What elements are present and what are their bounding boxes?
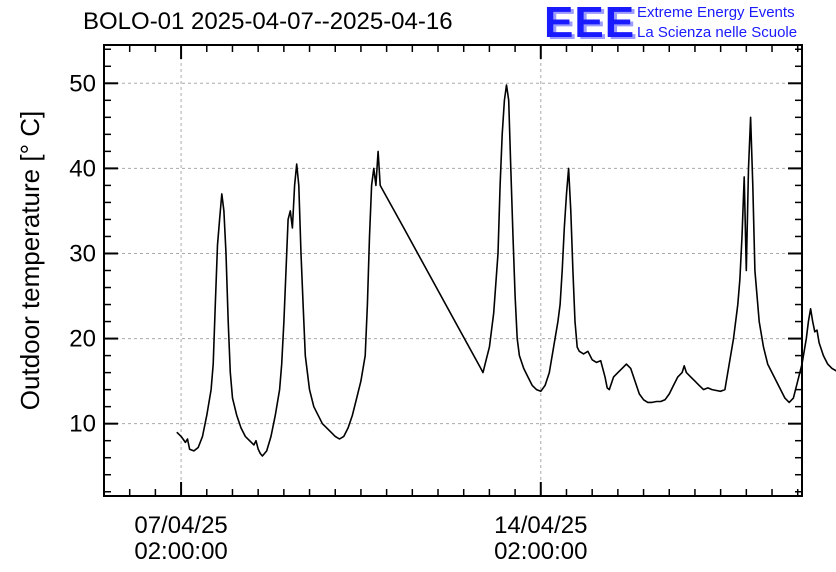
x-tick-label-time: 02:00:00 — [494, 538, 587, 565]
series-line — [176, 84, 836, 457]
y-tick-label: 50 — [69, 70, 96, 97]
y-tick-labels: 10 20 30 40 50 — [69, 70, 96, 437]
x-tick-label-time: 02:00:00 — [134, 538, 227, 565]
logo-line-1: Extreme Energy Events — [637, 4, 795, 21]
axis-ticks — [104, 45, 802, 496]
eee-logo: EEE — [544, 0, 636, 47]
logo-caption: Extreme Energy Events La Scienza nelle S… — [637, 3, 797, 43]
y-tick-label: 10 — [69, 411, 96, 438]
logo-line-2: La Scienza nelle Scuole — [637, 24, 798, 41]
chart-title: BOLO-01 2025-04-07--2025-04-16 — [83, 8, 453, 35]
y-tick-label: 30 — [69, 240, 96, 267]
x-tick-label-date: 14/04/25 — [494, 512, 587, 539]
plot-frame — [103, 44, 803, 497]
x-tick-label-date: 07/04/25 — [134, 512, 227, 539]
y-tick-label: 20 — [69, 326, 96, 353]
y-tick-label: 40 — [69, 155, 96, 182]
grid-lines — [104, 45, 802, 496]
y-axis-label: Outdoor temperature [° C] — [14, 110, 45, 411]
